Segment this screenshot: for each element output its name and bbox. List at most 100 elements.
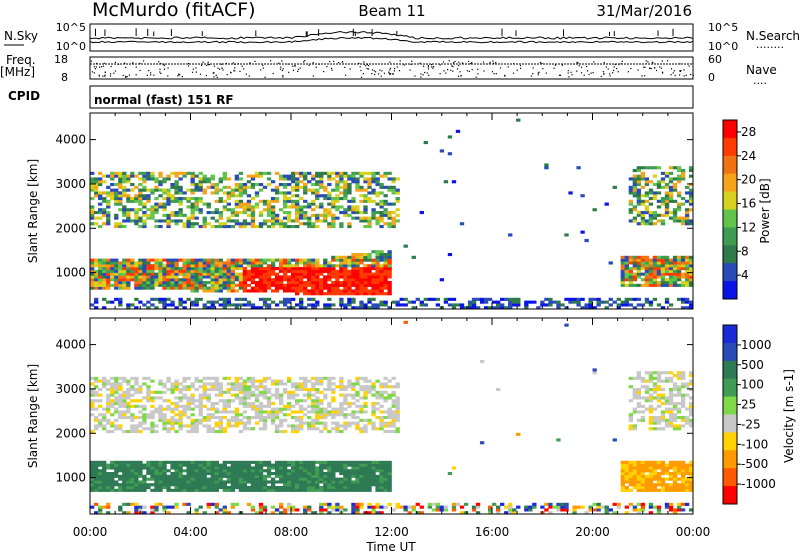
power-cell xyxy=(291,203,295,206)
vel-cell xyxy=(231,382,235,385)
power-cell xyxy=(118,281,122,284)
vel-cell xyxy=(158,503,162,506)
vel-cell xyxy=(223,489,227,492)
vel-cell xyxy=(138,464,142,467)
vel-cell xyxy=(351,410,355,413)
power-cell xyxy=(609,303,613,306)
power-cell xyxy=(191,225,195,228)
vel-cell xyxy=(150,466,154,469)
power-cell xyxy=(661,281,665,284)
power-cell xyxy=(239,275,243,278)
power-cell xyxy=(295,205,299,208)
vel-cell xyxy=(215,464,219,467)
power-cell xyxy=(351,267,355,270)
vel-cell xyxy=(315,466,319,469)
power-cell xyxy=(416,298,420,301)
power-cell xyxy=(661,177,665,180)
vel-cell xyxy=(371,506,375,509)
power-cell xyxy=(303,189,307,192)
power-cell xyxy=(154,189,158,192)
power-cell xyxy=(291,289,295,292)
vel-cell xyxy=(106,402,110,405)
vel-cell xyxy=(94,380,98,383)
power-cell xyxy=(102,278,106,281)
power-cell xyxy=(191,303,195,306)
vel-cell xyxy=(102,413,106,416)
vel-cell xyxy=(195,419,199,422)
vel-cell xyxy=(649,394,653,397)
vel-cell xyxy=(375,483,379,486)
vel-cell xyxy=(629,427,633,430)
vel-cell xyxy=(118,399,122,402)
power-cell xyxy=(677,278,681,281)
freq-dot xyxy=(234,70,235,71)
power-cell xyxy=(387,287,391,290)
vel-cell xyxy=(392,413,396,416)
freq-dot xyxy=(298,69,299,70)
power-cell xyxy=(195,222,199,225)
power-cell xyxy=(392,189,396,192)
vel-cell xyxy=(271,394,275,397)
power-cell xyxy=(287,211,291,214)
vel-cell xyxy=(267,413,271,416)
power-cell xyxy=(371,298,375,301)
vel-cell xyxy=(207,424,211,427)
vel-cell xyxy=(158,419,162,422)
power-cell xyxy=(211,225,215,228)
vel-cell xyxy=(307,410,311,413)
power-cell xyxy=(343,281,347,284)
vel-cell xyxy=(275,508,279,511)
vel-cell xyxy=(311,472,315,475)
power-cell xyxy=(126,208,130,211)
vel-cell xyxy=(223,402,227,405)
vel-cell xyxy=(355,506,359,509)
vel-cell xyxy=(657,405,661,408)
power-cell xyxy=(239,267,243,270)
power-cell xyxy=(142,180,146,183)
power-cell xyxy=(195,203,199,206)
power-cell xyxy=(315,267,319,270)
power-cell xyxy=(142,270,146,273)
vel-cell xyxy=(247,464,251,467)
power-cell xyxy=(251,183,255,186)
power-cell xyxy=(355,264,359,267)
vel-cell xyxy=(255,464,259,467)
power-cell xyxy=(287,214,291,217)
vel-cell xyxy=(186,424,190,427)
power-cell xyxy=(219,281,223,284)
vel-cell xyxy=(94,466,98,469)
power-cell xyxy=(327,287,331,290)
power-cell xyxy=(275,281,279,284)
freq-dot xyxy=(309,65,310,66)
power-cell xyxy=(263,172,267,175)
power-cell xyxy=(327,303,331,306)
vel-cell xyxy=(355,508,359,511)
power-cell xyxy=(243,303,247,306)
power-cell xyxy=(347,208,351,211)
vel-cell xyxy=(211,416,215,419)
vel-cell xyxy=(118,486,122,489)
power-cell xyxy=(239,222,243,225)
power-cell xyxy=(283,273,287,276)
vel-cell xyxy=(327,388,331,391)
vel-cell xyxy=(396,399,400,402)
power-cell xyxy=(685,222,689,225)
power-cell xyxy=(500,298,504,301)
power-cell xyxy=(355,253,359,256)
vel-cell xyxy=(207,478,211,481)
power-cell xyxy=(665,200,669,203)
vel-cell xyxy=(150,405,154,408)
vel-cell xyxy=(247,380,251,383)
vel-cell xyxy=(251,506,255,509)
vel-cell xyxy=(303,506,307,509)
power-cell xyxy=(219,284,223,287)
power-cell xyxy=(303,289,307,292)
power-cell xyxy=(102,261,106,264)
freq-dot xyxy=(338,62,339,63)
power-cell xyxy=(178,287,182,290)
freq-dot xyxy=(115,70,116,71)
power-cell xyxy=(150,273,154,276)
power-cell xyxy=(359,211,363,214)
power-ylabel: Slant Range [km] xyxy=(26,159,40,263)
power-cell xyxy=(247,194,251,197)
